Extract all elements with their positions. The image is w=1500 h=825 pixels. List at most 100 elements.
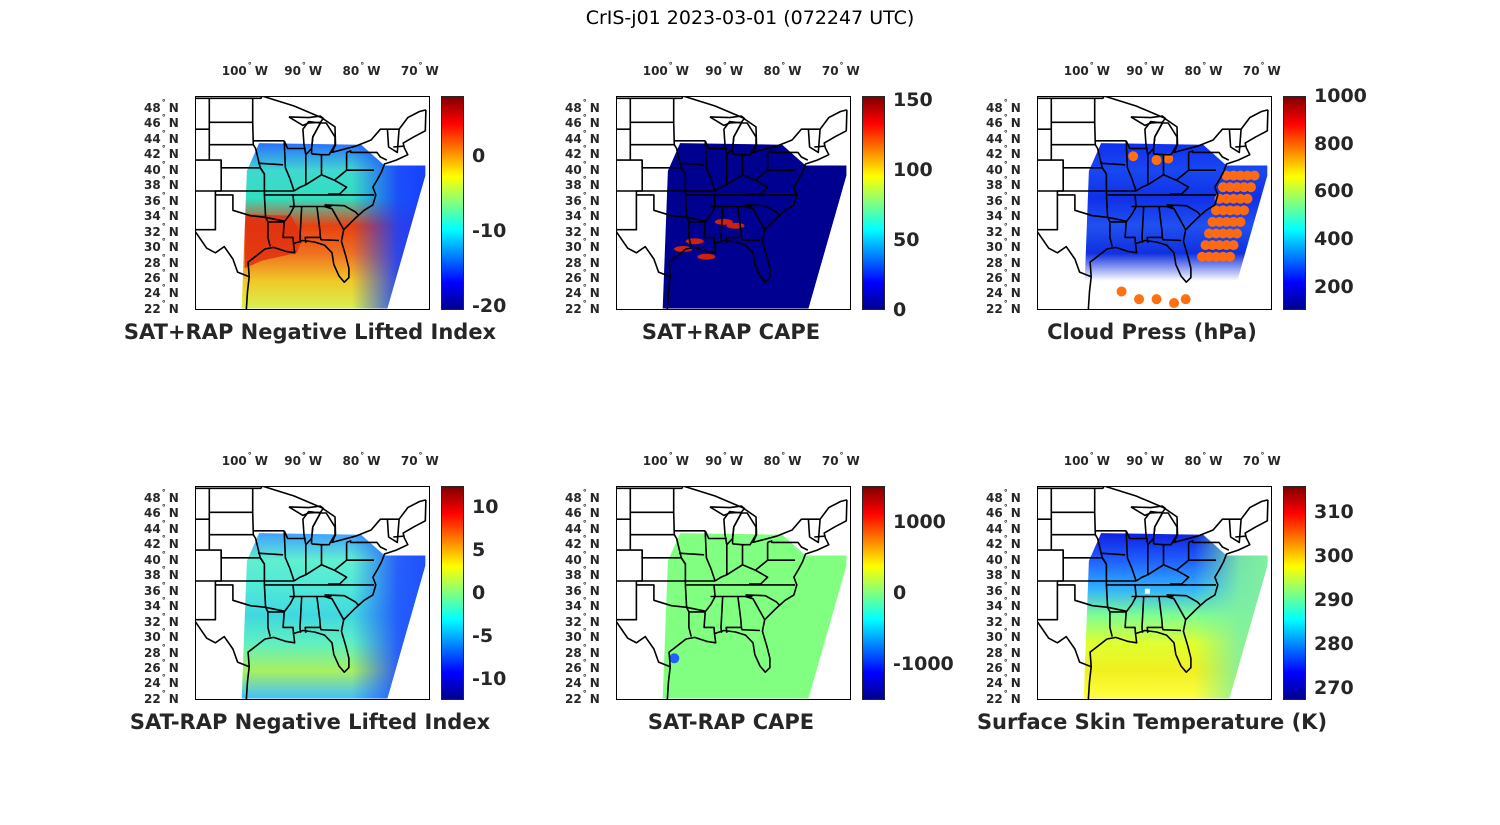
lat-tick-label: 30° N bbox=[565, 627, 600, 645]
lat-tick-label: 46° N bbox=[986, 113, 1021, 131]
coastline bbox=[245, 499, 427, 700]
coastline bbox=[1037, 620, 1092, 668]
colorbar-tick-label: 0 bbox=[472, 144, 486, 167]
swath-east-band bbox=[1083, 533, 1268, 699]
state-boundary bbox=[333, 559, 348, 571]
state-boundary bbox=[293, 564, 335, 582]
lat-tick-label: 38° N bbox=[565, 565, 600, 583]
lon-tick-label: 80° W bbox=[1184, 451, 1223, 468]
lat-tick-label: 24° N bbox=[565, 673, 600, 691]
state-boundary bbox=[745, 594, 780, 606]
lat-tick-label: 30° N bbox=[144, 237, 179, 255]
map-panel: 100° W 90° W 80° W 70° W 48° N 46° N 44° N 42° N 40° N 38°… bbox=[942, 450, 1362, 750]
lat-tick-label: 34° N bbox=[144, 206, 179, 224]
colorbar-tick-label: -20 bbox=[472, 295, 507, 318]
data-point bbox=[1207, 240, 1218, 251]
swath-east-band bbox=[662, 533, 847, 699]
state-boundary bbox=[740, 237, 761, 242]
state-boundary bbox=[1131, 178, 1137, 192]
state-boundary bbox=[1161, 237, 1182, 242]
lat-tick-label: 48° N bbox=[986, 98, 1021, 116]
state-boundary bbox=[745, 205, 766, 231]
state-boundary bbox=[714, 174, 756, 192]
colorbar-tick-label: 310 bbox=[1314, 500, 1354, 523]
lat-tick-label: 46° N bbox=[565, 113, 600, 131]
lat-tick-label: 26° N bbox=[144, 268, 179, 285]
coastline bbox=[616, 230, 671, 278]
state-boundary bbox=[333, 169, 348, 181]
lon-tick-label: 100° W bbox=[221, 451, 269, 468]
data-point bbox=[1151, 294, 1162, 305]
colorbar bbox=[441, 486, 464, 700]
lat-tick-label: 32° N bbox=[986, 611, 1021, 629]
coastline bbox=[195, 96, 427, 154]
map-frame bbox=[616, 96, 851, 310]
data-point bbox=[1242, 193, 1253, 204]
data-point bbox=[1235, 170, 1246, 181]
lat-tick-label: 32° N bbox=[144, 221, 179, 239]
state-boundary bbox=[814, 145, 825, 148]
state-boundary bbox=[1166, 204, 1201, 216]
lat-tick-label: 44° N bbox=[144, 128, 179, 146]
state-boundary bbox=[257, 162, 284, 166]
lon-tick-label: 70° W bbox=[1242, 61, 1281, 78]
data-point bbox=[1180, 294, 1191, 305]
coastline bbox=[195, 486, 427, 544]
lat-tick-label: 22° N bbox=[144, 298, 179, 316]
data-point bbox=[1204, 228, 1215, 239]
great-lakes-outline bbox=[1130, 505, 1167, 517]
lat-tick-label: 40° N bbox=[565, 549, 600, 567]
lat-tick-label: 28° N bbox=[144, 642, 179, 660]
coastline bbox=[666, 499, 848, 700]
state-boundary bbox=[1057, 584, 1108, 609]
lat-tick-label: 34° N bbox=[986, 206, 1021, 224]
data-point bbox=[1232, 205, 1243, 216]
state-boundary bbox=[754, 559, 769, 571]
data-region bbox=[244, 214, 303, 269]
lat-tick-label: 40° N bbox=[986, 159, 1021, 177]
lat-tick-label: 44° N bbox=[986, 128, 1021, 146]
state-boundary bbox=[1093, 488, 1113, 637]
state-boundary bbox=[1166, 205, 1187, 231]
state-boundary bbox=[1175, 559, 1190, 571]
lat-tick-label: 36° N bbox=[986, 190, 1021, 208]
data-gap bbox=[1144, 588, 1150, 594]
state-boundary bbox=[1107, 606, 1127, 612]
state-boundary bbox=[1135, 174, 1177, 192]
lat-tick-label: 40° N bbox=[986, 549, 1021, 567]
data-point bbox=[1221, 216, 1232, 227]
colorbar-tick-label: -5 bbox=[472, 625, 494, 648]
lon-tick-label: 70° W bbox=[400, 451, 439, 468]
great-lakes-outline bbox=[709, 115, 746, 127]
lon-tick-label: 90° W bbox=[284, 61, 323, 78]
figure-title: CrIS-j01 2023-03-01 (072247 UTC) bbox=[585, 7, 915, 29]
lat-tick-label: 44° N bbox=[565, 518, 600, 536]
lat-tick-label: 48° N bbox=[565, 488, 600, 506]
colorbar-tick-label: 50 bbox=[893, 229, 920, 252]
lat-tick-label: 40° N bbox=[144, 549, 179, 567]
data-point bbox=[1214, 240, 1225, 251]
lat-tick-label: 42° N bbox=[144, 144, 179, 162]
state-boundary bbox=[704, 140, 727, 150]
colorbar-tick-label: 5 bbox=[472, 538, 486, 561]
colorbar bbox=[1283, 96, 1306, 310]
lat-tick-label: 24° N bbox=[144, 673, 179, 691]
lat-tick-label: 38° N bbox=[144, 565, 179, 583]
state-boundary bbox=[1188, 150, 1230, 161]
state-boundary bbox=[319, 237, 340, 242]
state-boundary bbox=[324, 205, 345, 231]
lat-tick-label: 22° N bbox=[986, 298, 1021, 316]
colorbar-tick-label: -10 bbox=[472, 219, 507, 242]
state-boundary bbox=[704, 530, 712, 570]
state-boundary bbox=[1107, 216, 1127, 222]
state-boundary bbox=[1166, 595, 1187, 621]
lon-tick-label: 100° W bbox=[221, 61, 269, 78]
data-point bbox=[1214, 216, 1225, 227]
map-frame bbox=[195, 96, 430, 310]
state-boundary bbox=[289, 568, 295, 582]
lat-tick-label: 28° N bbox=[986, 642, 1021, 660]
lat-tick-label: 48° N bbox=[144, 98, 179, 116]
swath-east-band bbox=[241, 143, 426, 309]
panel-title: Cloud Press (hPa) bbox=[1047, 320, 1257, 344]
data-point bbox=[1221, 170, 1232, 181]
